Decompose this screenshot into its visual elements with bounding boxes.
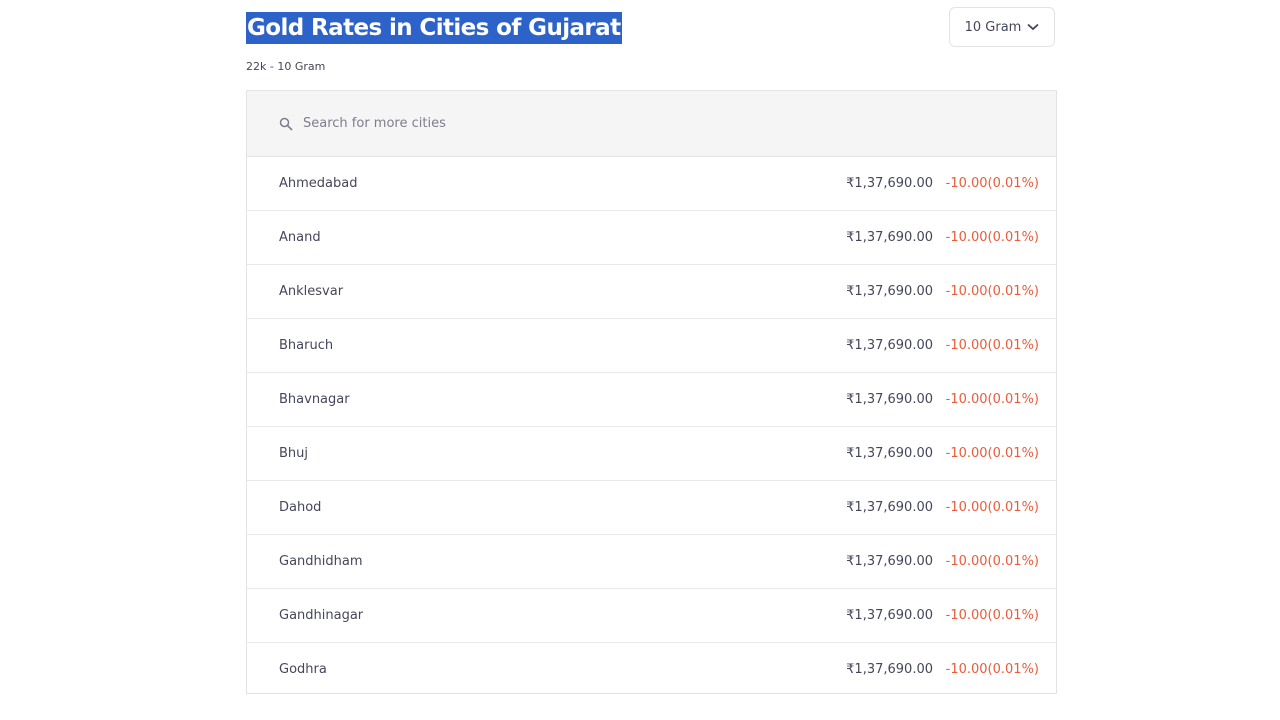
price: ₹1,37,690.00	[846, 554, 933, 569]
city: Gandhidham	[279, 554, 363, 569]
price: ₹1,37,690.00	[846, 608, 933, 623]
city-row[interactable]: Gandhinagar ₹1,37,690.00 -10.00(0.01%)	[247, 589, 1056, 643]
city: Ahmedabad	[279, 176, 358, 191]
subtitle: 22k - 10 Gram	[246, 60, 326, 73]
search-bar[interactable]: Search for more cities	[247, 91, 1056, 157]
city: Bhavnagar	[279, 392, 350, 407]
price: ₹1,37,690.00	[846, 338, 933, 353]
price: ₹1,37,690.00	[846, 500, 933, 515]
city: Bhuj	[279, 446, 309, 461]
city-row[interactable]: Gandhidham ₹1,37,690.00 -10.00(0.01%)	[247, 535, 1056, 589]
search-icon	[279, 117, 293, 131]
change: -10.00(0.01%)	[945, 230, 1039, 245]
dropdown-label: 10 Gram	[964, 19, 1022, 35]
change: -10.00(0.01%)	[945, 500, 1039, 515]
change: -10.00(0.01%)	[945, 338, 1039, 353]
search-placeholder: Search for more cities	[303, 116, 446, 131]
page-title: Gold Rates in Cities of Gujarat	[246, 12, 622, 44]
city: Gandhinagar	[279, 608, 364, 623]
city-row[interactable]: Dahod ₹1,37,690.00 -10.00(0.01%)	[247, 481, 1056, 535]
city-row[interactable]: Anklesvar ₹1,37,690.00 -10.00(0.01%)	[247, 265, 1056, 319]
city: Bharuch	[279, 338, 334, 353]
change: -10.00(0.01%)	[945, 554, 1039, 569]
change: -10.00(0.01%)	[945, 176, 1039, 191]
city-row[interactable]: Bhuj ₹1,37,690.00 -10.00(0.01%)	[247, 427, 1056, 481]
price: ₹1,37,690.00	[846, 176, 933, 191]
city-row[interactable]: Bharuch ₹1,37,690.00 -10.00(0.01%)	[247, 319, 1056, 373]
change: -10.00(0.01%)	[945, 608, 1039, 623]
price: ₹1,37,690.00	[846, 392, 933, 407]
city-row[interactable]: Bhavnagar ₹1,37,690.00 -10.00(0.01%)	[247, 373, 1056, 427]
city: Godhra	[279, 662, 327, 677]
rows: Ahmedabad ₹1,37,690.00 -10.00(0.01%) Anand ₹…	[247, 157, 1056, 696]
change: -10.00(0.01%)	[945, 284, 1039, 299]
city-table: Search for more cities Ahmedabad ₹1,37,69…	[246, 90, 1057, 694]
city-row[interactable]: Godhra ₹1,37,690.00 -10.00(0.01%)	[247, 643, 1056, 696]
change: -10.00(0.01%)	[945, 392, 1039, 407]
price: ₹1,37,690.00	[846, 662, 933, 677]
chevron-icon	[1027, 23, 1039, 31]
city: Anklesvar	[279, 284, 344, 299]
city: Dahod	[279, 500, 322, 515]
city-row[interactable]: Ahmedabad ₹1,37,690.00 -10.00(0.01%)	[247, 157, 1056, 211]
city-row[interactable]: Anand ₹1,37,690.00 -10.00(0.01%)	[247, 211, 1056, 265]
price: ₹1,37,690.00	[846, 284, 933, 299]
unit-dropdown[interactable]: 10 Gram	[949, 7, 1055, 47]
change: -10.00(0.01%)	[945, 446, 1039, 461]
price: ₹1,37,690.00	[846, 446, 933, 461]
city: Anand	[279, 230, 321, 245]
price: ₹1,37,690.00	[846, 230, 933, 245]
change: -10.00(0.01%)	[945, 662, 1039, 677]
